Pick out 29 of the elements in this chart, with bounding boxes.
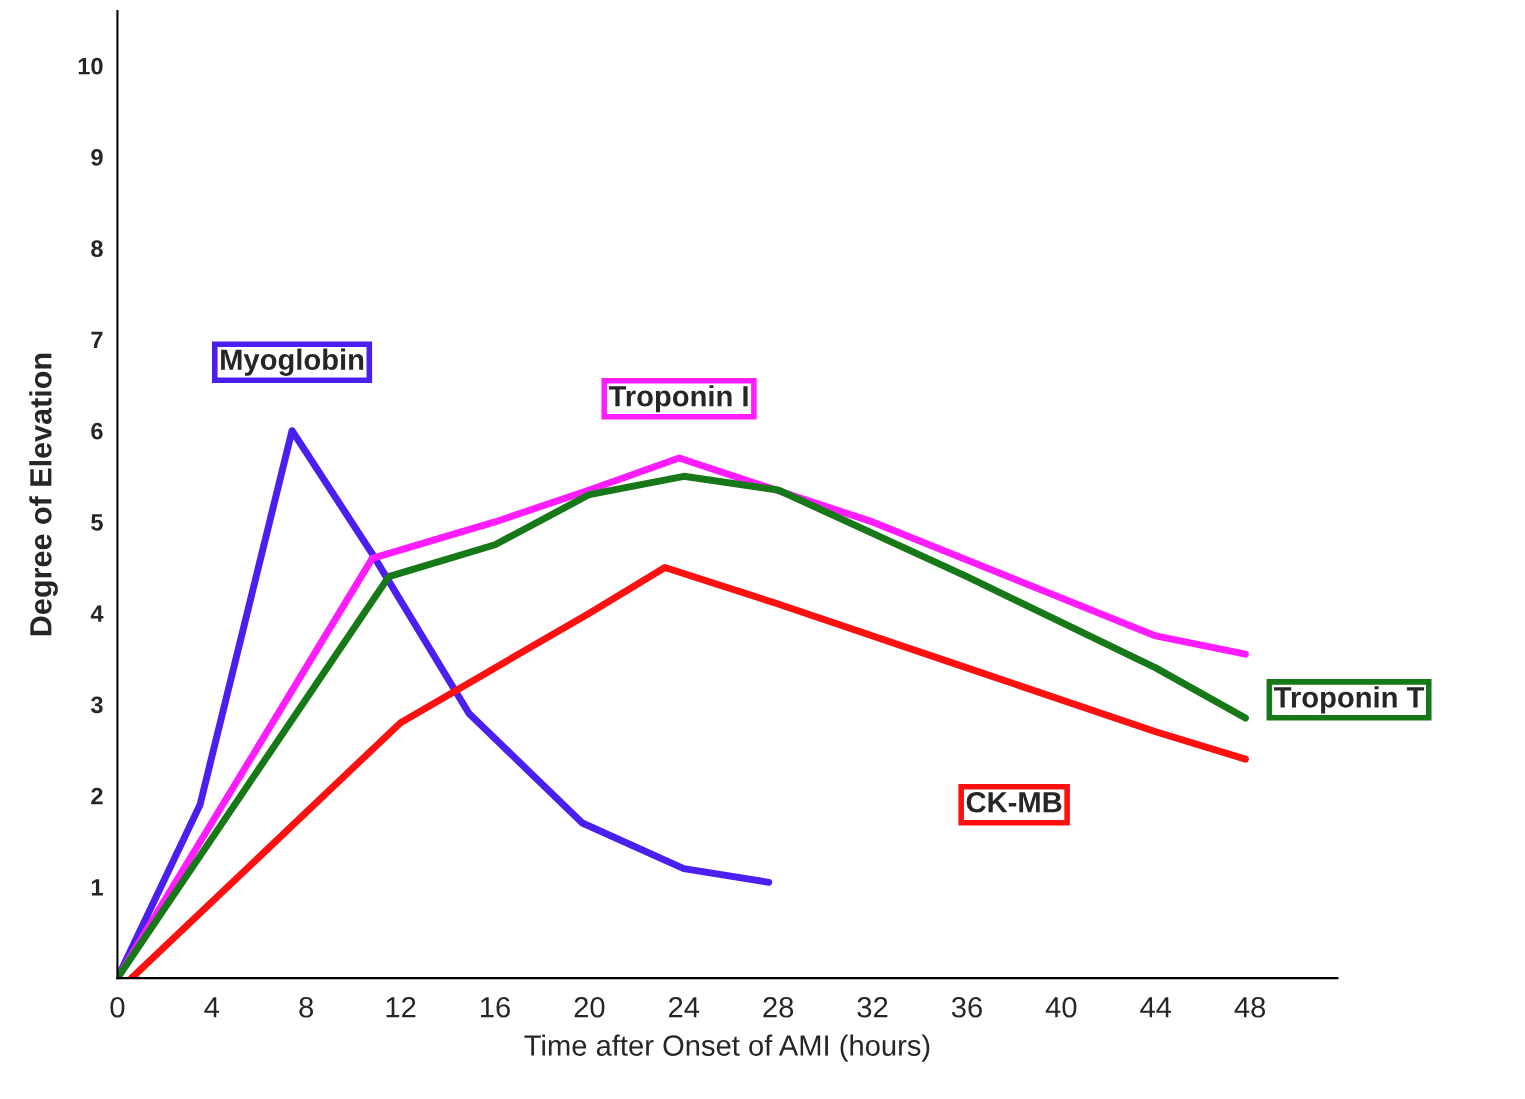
x-tick-label: 0 xyxy=(110,996,125,1018)
x-tick-label: 8 xyxy=(299,996,314,1018)
x-axis-title: Time after Onset of AMI (hours) xyxy=(524,1034,930,1062)
y-tick-label: 2 xyxy=(91,787,103,805)
x-tick-label: 12 xyxy=(386,996,416,1018)
y-tick-label: 7 xyxy=(91,331,103,348)
series-label: Troponin T xyxy=(1274,686,1425,714)
y-tick-label: 3 xyxy=(90,696,103,714)
y-tick-label: 10 xyxy=(78,57,103,75)
y-tick-label: 6 xyxy=(91,422,103,440)
text: Myoglobin xyxy=(221,348,364,376)
x-tick-label: 48 xyxy=(1234,996,1266,1018)
x-tick-label: 4 xyxy=(204,997,220,1018)
x-tick-label: 24 xyxy=(669,996,700,1018)
y-tick-label: 8 xyxy=(91,240,103,257)
x-tick-label: 20 xyxy=(574,996,605,1018)
y-tick-label: 5 xyxy=(91,514,103,531)
text: Troponin I xyxy=(608,385,748,413)
y-tick-label: 4 xyxy=(90,605,104,622)
y-tick-label: 9 xyxy=(91,149,103,166)
text: CK-MB xyxy=(966,791,1062,813)
y-tick-label: 1 xyxy=(91,879,103,896)
x-tick-label: 28 xyxy=(763,996,794,1018)
x-tick-label: 32 xyxy=(857,996,888,1018)
y-axis-title: Degree of Elevation xyxy=(29,353,58,636)
x-tick-label: 44 xyxy=(1140,997,1172,1018)
x-tick-label: 40 xyxy=(1045,996,1077,1018)
x-tick-label: 36 xyxy=(951,996,982,1018)
x-tick-label: 16 xyxy=(480,996,510,1018)
